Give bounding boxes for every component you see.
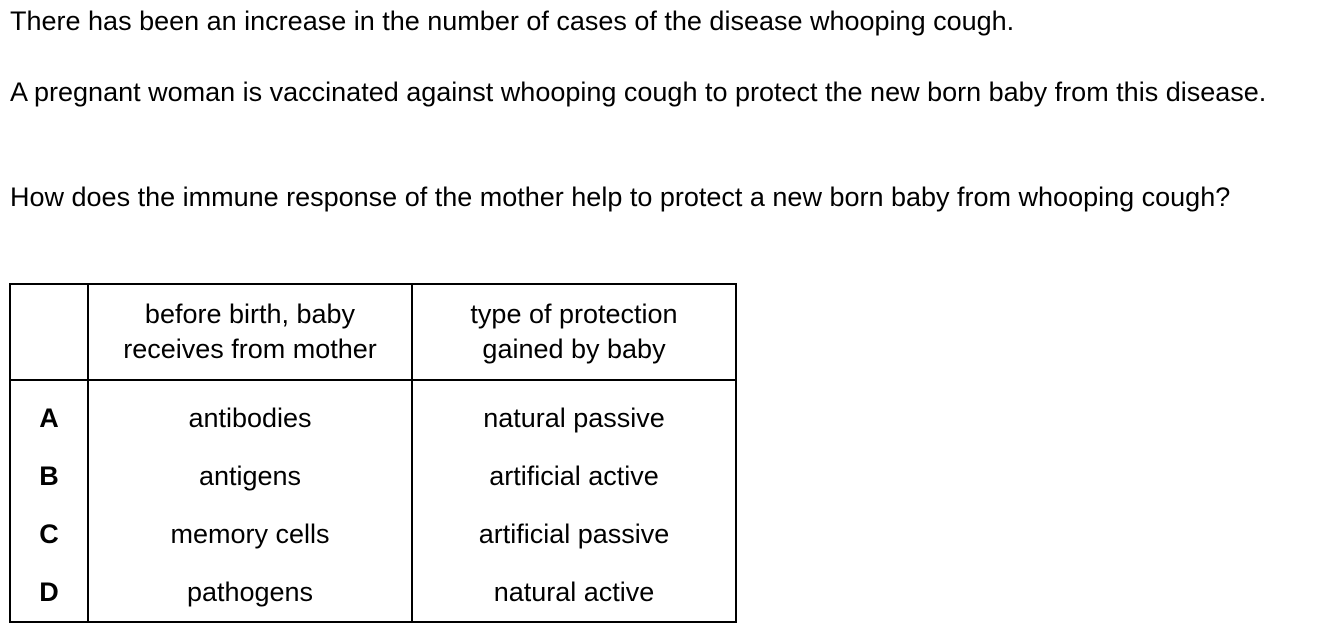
option-protection: natural active [411,563,736,622]
table-row[interactable]: D pathogens natural active [10,563,736,622]
table-row[interactable]: C memory cells artificial passive [10,505,736,563]
table-header-row: before birth, baby receives from mother … [10,284,736,381]
option-letter: D [39,577,59,607]
table-row[interactable]: A antibodies natural passive [10,380,736,447]
answer-options-table: before birth, baby receives from mother … [9,283,737,623]
option-receives: memory cells [87,505,412,563]
header-receives-label: before birth, baby receives from mother [123,299,377,364]
question-scenario-text: A pregnant woman is vaccinated against w… [10,77,1267,107]
option-protection: artificial passive [411,505,736,563]
header-receives-cell: before birth, baby receives from mother [87,284,412,381]
option-protection: natural passive [411,380,736,447]
header-protection-cell: type of protection gained by baby [411,284,736,381]
option-receives: antigens [87,447,412,505]
option-letter: A [39,403,59,433]
question-context-text: There has been an increase in the number… [10,6,1015,36]
option-receives: pathogens [87,563,412,622]
header-protection-label: type of protection gained by baby [470,299,678,364]
table-row[interactable]: B antigens artificial active [10,447,736,505]
question-prompt-text: How does the immune response of the moth… [10,182,1231,212]
option-letter: B [39,461,59,491]
option-receives: antibodies [87,380,412,447]
option-protection: artificial active [411,447,736,505]
header-letter-cell [10,284,88,381]
option-letter: C [39,519,59,549]
